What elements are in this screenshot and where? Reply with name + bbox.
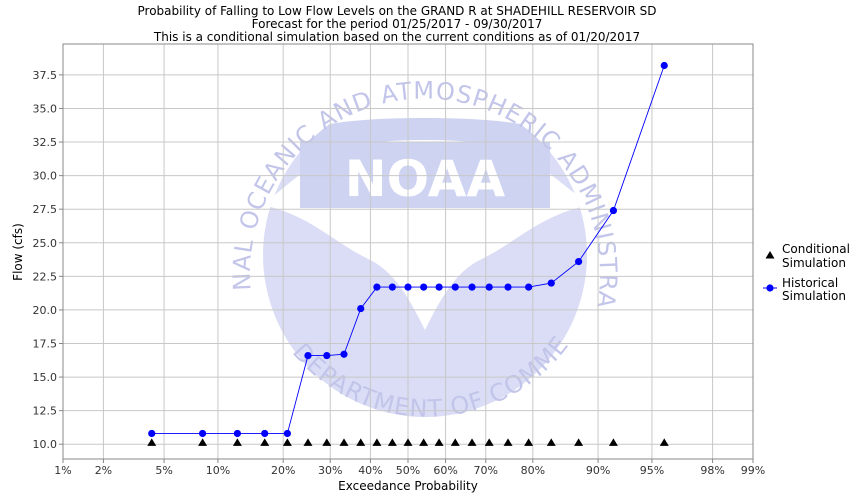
data-point xyxy=(485,283,493,291)
y-tick-label: 10.0 xyxy=(33,438,58,451)
y-tick-label: 25.0 xyxy=(33,237,58,250)
y-tick-label: 30.0 xyxy=(33,170,58,183)
legend-label-conditional-2: Simulation xyxy=(782,256,846,270)
y-tick-label: 17.5 xyxy=(33,337,58,350)
data-point xyxy=(304,351,312,360)
data-point xyxy=(659,438,669,446)
data-point xyxy=(547,279,555,287)
y-tick-label: 37.5 xyxy=(33,69,58,82)
legend-item-historical: Historical Simulation xyxy=(763,276,846,303)
legend-item-conditional: Conditional Simulation xyxy=(765,242,850,270)
legend-circle-marker xyxy=(766,284,774,292)
x-axis-ticks: 1% 2% 5% 10% 20% 30% 40% 50% 60% 70% 80% 90% 95% 98% 9… xyxy=(54,459,765,477)
x-tick-label: 20% xyxy=(271,464,295,477)
x-tick-label: 50% xyxy=(396,464,420,477)
title-line-3: This is a conditional simulation based o… xyxy=(153,30,640,44)
x-tick-label: 10% xyxy=(206,464,230,477)
data-point xyxy=(524,438,534,446)
data-point xyxy=(574,257,583,266)
x-tick-label: 95% xyxy=(640,464,664,477)
y-tick-label: 22.5 xyxy=(33,270,58,283)
x-tick-label: 60% xyxy=(433,464,457,477)
x-axis-label: Exceedance Probability xyxy=(338,479,478,493)
y-tick-label: 27.5 xyxy=(33,203,58,216)
data-point xyxy=(283,429,291,438)
data-point xyxy=(574,438,584,446)
data-point xyxy=(403,438,413,446)
x-tick-label: 2% xyxy=(95,464,112,477)
legend-label-historical-1: Historical xyxy=(782,276,838,290)
title-line-2: Forecast for the period 01/25/2017 - 09/… xyxy=(252,17,543,31)
y-tick-label: 35.0 xyxy=(33,102,58,115)
x-tick-label: 5% xyxy=(155,464,172,477)
data-point xyxy=(198,429,207,438)
x-tick-label: 99% xyxy=(741,464,765,477)
data-point xyxy=(420,283,428,291)
series-historical xyxy=(148,61,668,438)
data-point xyxy=(357,304,365,313)
chart-title: Probability of Falling to Low Flow Level… xyxy=(138,4,657,44)
noaa-logo-band xyxy=(300,142,550,208)
data-point xyxy=(388,283,396,291)
data-point xyxy=(303,438,313,446)
data-point xyxy=(148,429,156,438)
legend-label-historical-2: Simulation xyxy=(782,289,846,303)
data-point xyxy=(484,438,494,446)
data-point xyxy=(608,438,618,446)
y-tick-label: 20.0 xyxy=(33,304,58,317)
x-tick-label: 1% xyxy=(54,464,71,477)
legend-label-conditional-1: Conditional xyxy=(782,242,850,256)
x-tick-label: 80% xyxy=(521,464,545,477)
data-point xyxy=(322,438,332,446)
data-point xyxy=(419,438,429,446)
data-point xyxy=(450,438,460,446)
plot-frame xyxy=(62,43,754,460)
data-point xyxy=(373,283,381,291)
data-point xyxy=(260,438,270,446)
x-tick-label: 90% xyxy=(586,464,610,477)
series-conditional xyxy=(147,438,669,446)
data-point xyxy=(609,206,618,215)
y-tick-label: 32.5 xyxy=(33,136,58,149)
data-point xyxy=(660,61,668,70)
data-point xyxy=(467,438,477,446)
data-point xyxy=(503,438,513,446)
noaa-logo-text: NOAA xyxy=(345,150,506,208)
title-line-1: Probability of Falling to Low Flow Level… xyxy=(138,4,657,18)
data-point xyxy=(147,438,157,446)
y-axis-label: Flow (cfs) xyxy=(11,223,25,281)
data-point xyxy=(198,438,208,446)
data-point xyxy=(404,283,412,291)
data-point xyxy=(451,283,459,291)
series-layer xyxy=(147,61,669,446)
data-point xyxy=(340,350,348,358)
legend-triangle-marker xyxy=(765,251,775,259)
y-tick-label: 15.0 xyxy=(33,371,58,384)
data-point xyxy=(232,438,242,446)
y-axis-ticks: 10.0 12.5 15.0 17.5 20.0 22.5 25.0 27.5 30.0 32.5… xyxy=(33,69,63,451)
data-point xyxy=(525,283,533,291)
watermark-band xyxy=(300,118,550,155)
data-point xyxy=(546,438,556,446)
x-tick-label: 30% xyxy=(318,464,342,477)
data-point xyxy=(468,283,476,291)
data-point xyxy=(387,438,397,446)
data-point xyxy=(356,438,366,446)
x-tick-label: 98% xyxy=(700,464,724,477)
data-point xyxy=(435,283,443,291)
data-point xyxy=(504,283,512,291)
data-point xyxy=(233,429,242,438)
data-point xyxy=(339,438,349,446)
x-tick-label: 70% xyxy=(474,464,498,477)
data-point xyxy=(323,351,331,360)
data-point xyxy=(434,438,444,446)
legend: Conditional Simulation Historical Simula… xyxy=(763,242,850,303)
data-point xyxy=(282,438,292,446)
data-point xyxy=(261,429,269,438)
x-tick-label: 40% xyxy=(358,464,382,477)
data-point xyxy=(372,438,382,446)
y-tick-label: 12.5 xyxy=(33,405,58,418)
